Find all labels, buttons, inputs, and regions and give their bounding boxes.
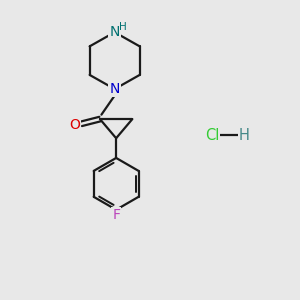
Text: F: F [112,208,120,222]
Text: N: N [110,82,120,96]
Text: O: O [70,118,80,132]
Text: N: N [110,25,120,39]
Text: H: H [119,22,127,32]
Text: Cl: Cl [205,128,219,143]
Text: H: H [239,128,250,143]
